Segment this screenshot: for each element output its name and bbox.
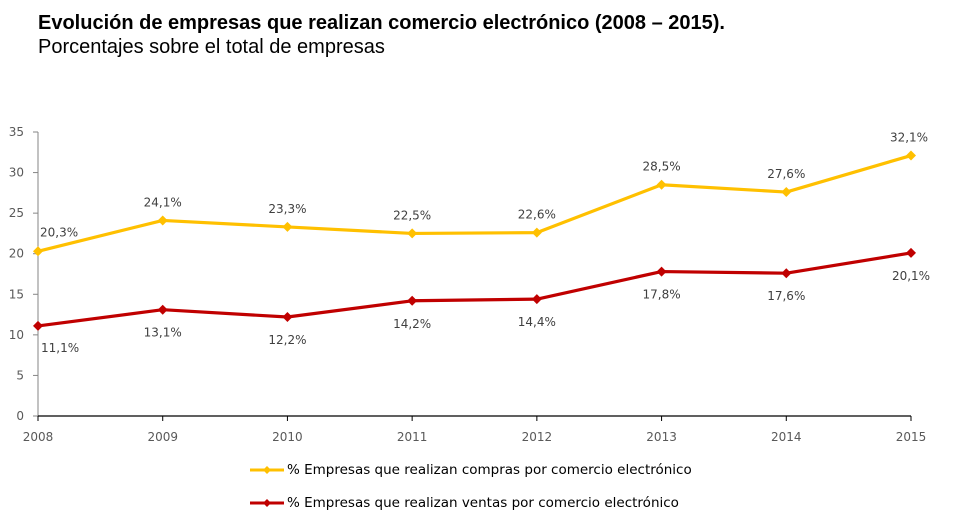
y-tick-label: 15: [9, 287, 24, 301]
x-tick-label: 2014: [771, 430, 802, 444]
data-label-ventas: 14,4%: [518, 315, 556, 329]
data-point-compras: [531, 227, 542, 238]
legend-swatch-compras: [250, 466, 284, 474]
data-point-ventas: [407, 295, 418, 306]
data-label-compras: 24,1%: [144, 195, 182, 209]
x-tick-label: 2011: [397, 430, 428, 444]
data-label-ventas: 20,1%: [892, 269, 930, 283]
data-point-ventas: [656, 266, 667, 277]
x-tick-label: 2013: [646, 430, 677, 444]
data-label-ventas: 11,1%: [41, 341, 79, 355]
series-lines: [33, 150, 916, 331]
chart-title: Evolución de empresas que realizan comer…: [38, 12, 725, 34]
data-label-compras: 28,5%: [643, 160, 681, 174]
x-tick-label: 2009: [147, 430, 178, 444]
data-label-ventas: 14,2%: [393, 317, 431, 331]
y-tick-label: 35: [9, 125, 24, 139]
data-point-compras: [656, 179, 667, 190]
y-tick-label: 10: [9, 328, 24, 342]
legend-marker-ventas: [263, 499, 271, 507]
data-point-compras: [906, 150, 916, 161]
data-point-compras: [33, 246, 43, 257]
y-tick-label: 0: [16, 409, 24, 423]
y-tick-label: 5: [16, 368, 24, 382]
legend-item-ventas: % Empresas que realizan ventas por comer…: [250, 493, 692, 513]
data-point-ventas: [33, 320, 43, 331]
data-label-compras: 23,3%: [268, 202, 306, 216]
data-point-compras: [157, 215, 168, 226]
y-tick-label: 20: [9, 247, 24, 261]
data-label-compras: 22,6%: [518, 208, 556, 222]
legend-swatch-ventas: [250, 499, 284, 507]
data-point-compras: [407, 228, 418, 239]
data-point-compras: [282, 221, 293, 232]
data-point-ventas: [781, 268, 792, 279]
data-label-ventas: 13,1%: [144, 326, 182, 340]
x-tick-label: 2012: [522, 430, 553, 444]
chart-subtitle: Porcentajes sobre el total de empresas: [38, 36, 385, 58]
legend-marker-compras: [263, 466, 271, 474]
chart-title-block: Evolución de empresas que realizan comer…: [38, 11, 725, 59]
series-line-ventas: [37, 251, 912, 328]
x-tick-label: 2015: [896, 430, 927, 444]
data-point-compras: [781, 187, 792, 198]
legend-label-ventas: % Empresas que realizan ventas por comer…: [287, 495, 679, 511]
axes: 0 5 10 15 20 25 30 35 2008 2009 2010 2011 2012 2013 20…: [9, 125, 927, 444]
data-point-ventas: [531, 294, 542, 305]
data-point-ventas: [157, 304, 168, 315]
data-label-ventas: 17,8%: [643, 288, 681, 302]
data-point-ventas: [282, 312, 293, 323]
data-labels: 20,3% 24,1% 23,3% 22,5% 22,6% 28,5% 27,6% 32,1%…: [40, 131, 930, 355]
data-label-ventas: 12,2%: [268, 333, 306, 347]
data-label-compras: 20,3%: [40, 225, 78, 239]
data-label-compras: 27,6%: [767, 167, 805, 181]
data-label-ventas: 17,6%: [767, 289, 805, 303]
y-tick-label: 25: [9, 206, 24, 220]
legend-item-compras: % Empresas que realizan compras por come…: [250, 460, 692, 480]
data-label-compras: 32,1%: [890, 131, 928, 145]
x-tick-label: 2008: [23, 430, 54, 444]
series-line-compras: [37, 153, 912, 253]
legend: % Empresas que realizan compras por come…: [250, 460, 692, 526]
data-label-compras: 22,5%: [393, 208, 431, 222]
x-tick-label: 2010: [272, 430, 303, 444]
legend-label-compras: % Empresas que realizan compras por come…: [287, 462, 692, 478]
y-tick-label: 30: [9, 166, 24, 180]
data-point-ventas: [906, 247, 916, 258]
